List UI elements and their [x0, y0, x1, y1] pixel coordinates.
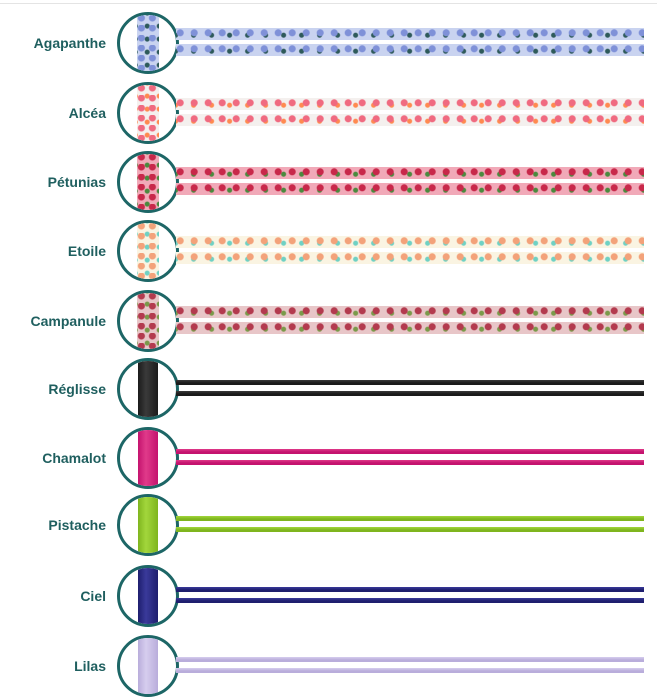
- swatch-thumbnail[interactable]: [117, 427, 179, 489]
- ribbon-strip: [176, 391, 644, 396]
- swatch-thumbnail[interactable]: [117, 151, 179, 213]
- ribbon-strip: [176, 183, 644, 195]
- color-option-alcea[interactable]: Alcéa: [0, 79, 657, 147]
- color-name: Chamalot: [42, 450, 106, 466]
- ribbon-strip: [176, 252, 644, 264]
- color-option-reglisse[interactable]: Réglisse: [0, 355, 657, 423]
- color-option-ciel[interactable]: Ciel: [0, 562, 657, 630]
- color-option-petunias[interactable]: Pétunias: [0, 148, 657, 216]
- ribbon-strip: [176, 44, 644, 56]
- color-option-chamalot[interactable]: Chamalot: [0, 424, 657, 492]
- ribbon-strip: [176, 322, 644, 334]
- color-option-pistache[interactable]: Pistache: [0, 491, 657, 559]
- top-divider: [0, 3, 657, 4]
- color-option-agapanthe[interactable]: Agapanthe: [0, 9, 657, 77]
- ribbon-strip: [176, 460, 644, 465]
- ribbon-strip: [176, 527, 644, 532]
- swatch-image: [137, 293, 159, 349]
- color-option-campanule[interactable]: Campanule: [0, 287, 657, 355]
- swatch-thumbnail[interactable]: [117, 82, 179, 144]
- swatch-thumbnail[interactable]: [117, 12, 179, 74]
- ribbon-strip: [176, 598, 644, 603]
- ribbon-strip: [176, 167, 644, 179]
- ribbon-strip: [176, 114, 644, 126]
- color-name: Réglisse: [48, 381, 106, 397]
- ribbon-strip: [176, 28, 644, 40]
- ribbon-strip: [176, 668, 644, 673]
- swatch-image: [138, 497, 158, 553]
- swatch-image: [137, 223, 159, 279]
- color-option-lilas[interactable]: Lilas: [0, 632, 657, 700]
- color-name: Etoile: [67, 243, 106, 259]
- swatch-image: [138, 638, 158, 694]
- swatch-thumbnail[interactable]: [117, 565, 179, 627]
- ribbon-strip: [176, 449, 644, 454]
- swatch-thumbnail[interactable]: [117, 494, 179, 556]
- swatch-thumbnail[interactable]: [117, 220, 179, 282]
- ribbon-strip: [176, 516, 644, 521]
- swatch-image: [138, 430, 158, 486]
- ribbon-strip: [176, 98, 644, 110]
- swatch-thumbnail[interactable]: [117, 358, 179, 420]
- color-name: Pistache: [48, 517, 106, 533]
- swatch-thumbnail[interactable]: [117, 290, 179, 352]
- swatch-thumbnail[interactable]: [117, 635, 179, 697]
- swatch-image: [138, 568, 158, 624]
- color-name: Campanule: [30, 313, 106, 329]
- color-name: Ciel: [80, 588, 106, 604]
- ribbon-strip: [176, 587, 644, 592]
- color-name: Alcéa: [68, 105, 106, 121]
- swatch-image: [138, 361, 158, 417]
- swatch-image: [137, 154, 159, 210]
- color-option-etoile[interactable]: Etoile: [0, 217, 657, 285]
- color-name: Lilas: [74, 658, 106, 674]
- swatch-image: [137, 15, 159, 71]
- ribbon-strip: [176, 236, 644, 248]
- ribbon-strip: [176, 306, 644, 318]
- color-name: Pétunias: [47, 174, 106, 190]
- color-name: Agapanthe: [33, 35, 106, 51]
- ribbon-strip: [176, 380, 644, 385]
- swatch-image: [137, 85, 159, 141]
- ribbon-strip: [176, 657, 644, 662]
